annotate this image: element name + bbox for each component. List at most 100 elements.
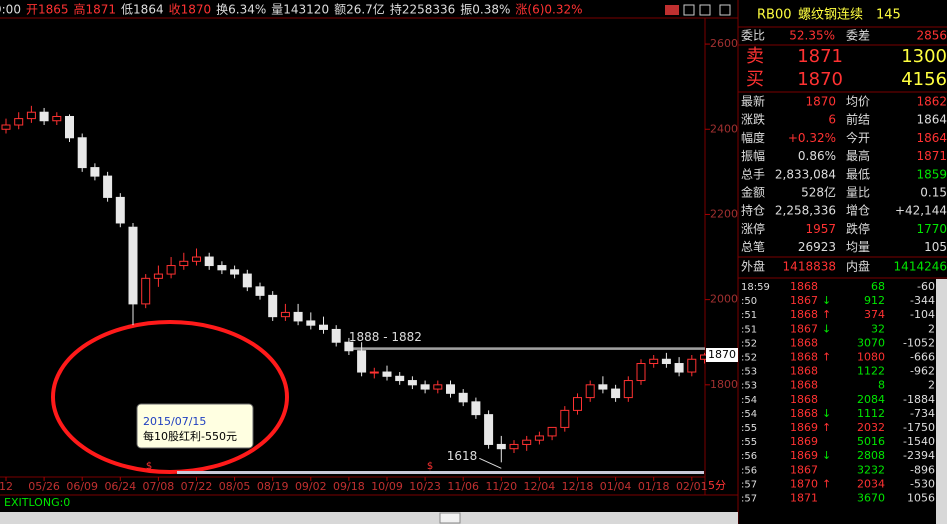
label: 委比 [741, 29, 765, 43]
event-marker: $ [427, 461, 433, 472]
tick-volume: 2034 [857, 477, 885, 490]
tick-dir: ↓ [822, 407, 831, 420]
candle-body [534, 435, 544, 441]
tick-price: 1869 [790, 449, 818, 462]
y-tick-label: 2400 [710, 122, 738, 135]
tick-dir: ↓ [822, 322, 831, 335]
candle-body [407, 380, 417, 386]
tick-change: -1884 [903, 393, 935, 406]
period-label: 5分 [708, 479, 726, 492]
tick-time: 18:59 [741, 282, 770, 293]
candle-body [1, 124, 11, 130]
tick-change: 1056 [907, 492, 935, 505]
tool-icon[interactable] [665, 5, 679, 15]
x-tick-label: 08/05 [219, 480, 251, 493]
value: 1418838 [783, 260, 836, 274]
label: 最低 [846, 167, 870, 181]
candle-body [636, 363, 646, 382]
tick-change: 2 [928, 322, 935, 335]
candle-body [585, 384, 595, 399]
event-marker: $ [146, 461, 152, 472]
y-tick-label: 2200 [710, 207, 738, 220]
label: 均量 [846, 240, 870, 254]
label: 今开 [846, 130, 870, 145]
tick-scrollbar[interactable] [936, 279, 947, 524]
scroll-thumb[interactable] [439, 512, 461, 524]
candle-body [39, 111, 49, 122]
scrollbar[interactable] [0, 512, 738, 524]
tick-dir: ↑ [822, 421, 831, 434]
candle-body [433, 384, 443, 390]
x-tick-label: 07/08 [143, 480, 175, 493]
value: 1859 [916, 167, 947, 181]
tick-price: 1867 [790, 294, 818, 307]
candle-body [509, 443, 519, 450]
tick-price: 1869 [790, 435, 818, 448]
tick-price: 1868 [790, 308, 818, 321]
label: 增仓 [846, 204, 870, 218]
x-tick-label: 10/09 [371, 480, 403, 493]
candle-body [230, 269, 240, 275]
candle-body [573, 397, 582, 411]
candle-body [192, 256, 201, 262]
candle-body [242, 273, 252, 288]
tick-volume: 3070 [857, 336, 885, 349]
y-tick-label: 1800 [710, 378, 738, 391]
tick-price: 1868 [790, 393, 818, 406]
quote-code: 145 [876, 8, 901, 23]
tick-volume: 1080 [857, 351, 885, 364]
candle-body [382, 371, 392, 377]
tool-icon[interactable] [699, 4, 711, 16]
candle-body [687, 358, 697, 373]
tick-change: -896 [910, 463, 935, 476]
tick-change: -60 [917, 280, 935, 293]
candle-body [471, 401, 481, 416]
tick-change: -666 [910, 351, 935, 364]
tool-icon[interactable] [683, 4, 695, 16]
candle-body [496, 443, 506, 450]
tick-volume: 3670 [857, 492, 885, 505]
value: 6 [828, 113, 836, 127]
label: 内盘 [846, 259, 870, 274]
tick-change: -734 [910, 407, 935, 420]
tick-time: :53 [741, 367, 757, 378]
x-tick-label: 08/19 [257, 480, 289, 493]
tooltip [136, 403, 254, 449]
tool-icon[interactable] [719, 4, 731, 16]
header-item: 持2258336 [390, 2, 455, 17]
tick-time: :55 [741, 423, 757, 434]
x-tick-label: 01/18 [638, 480, 670, 493]
tick-change: -530 [910, 477, 935, 490]
buy-volume: 4156 [901, 69, 947, 90]
candle-body [77, 137, 87, 169]
buy-price: 1870 [797, 69, 843, 90]
candle-body [369, 371, 379, 374]
tick-dir: ↑ [822, 477, 831, 490]
value: 0.86% [798, 149, 836, 163]
value: 1957 [805, 222, 836, 236]
candle-body [522, 439, 532, 445]
sell-volume: 1300 [901, 46, 947, 67]
tick-time: :50 [741, 296, 757, 307]
quote-name: 螺纹钢连续 [798, 7, 863, 23]
candle-body [623, 380, 633, 399]
tick-time: :52 [741, 353, 757, 364]
x-tick-label: 02/01 [676, 480, 708, 493]
candle-body [560, 409, 570, 428]
x-tick-label: 12/18 [562, 480, 594, 493]
label: 前结 [846, 112, 870, 127]
tick-change: -104 [910, 308, 935, 321]
x-tick-label: 07/22 [181, 480, 213, 493]
candle-body [14, 118, 24, 126]
candle-body [293, 311, 303, 322]
candle-body [255, 286, 265, 296]
candle-body [598, 384, 608, 390]
value: 105 [924, 240, 947, 254]
tick-price: 1867 [790, 463, 818, 476]
candle-body [115, 196, 125, 224]
label: 最高 [846, 148, 870, 163]
x-tick-label: 11/06 [447, 480, 479, 493]
candle-body [90, 167, 100, 177]
tick-time: :52 [741, 338, 757, 349]
candle-body [306, 320, 316, 326]
